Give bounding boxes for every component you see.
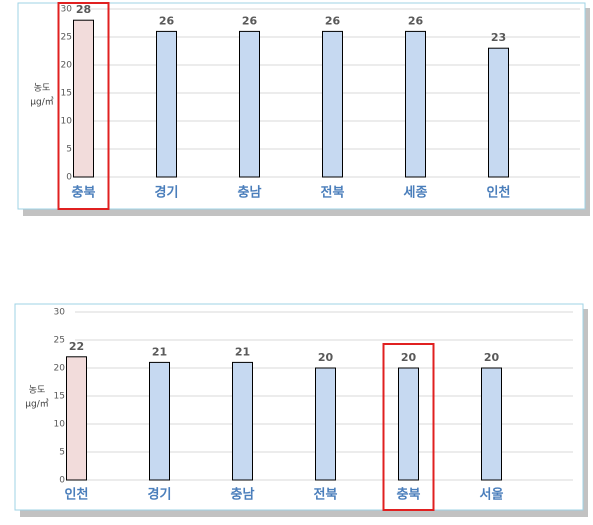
data-label: 21 [235, 345, 250, 358]
x-tick-label: 충북 [72, 185, 96, 201]
x-tick-label: 충남 [238, 185, 262, 201]
highlight-box [382, 343, 435, 511]
y-axis-label: μg/㎥ [25, 399, 48, 410]
bar [156, 30, 177, 178]
y-tick-label: 10 [61, 117, 73, 127]
bar [398, 367, 419, 481]
bar [149, 361, 170, 481]
y-tick-label: 20 [61, 61, 73, 71]
y-tick-label: 30 [61, 5, 73, 15]
data-label: 20 [318, 351, 334, 364]
y-axis-label: 농도 [34, 83, 51, 94]
y-tick-label: 15 [61, 89, 72, 99]
y-tick-label: 30 [54, 308, 66, 318]
data-label: 21 [152, 345, 167, 358]
bar [405, 30, 426, 178]
bar [481, 367, 502, 481]
bar [232, 361, 253, 481]
y-tick-label: 5 [66, 145, 72, 155]
y-tick-label: 25 [54, 336, 65, 346]
data-label: 26 [325, 14, 341, 27]
bar [488, 47, 509, 178]
x-tick-label: 전북 [314, 487, 338, 503]
x-tick-label: 경기 [148, 487, 172, 503]
y-axis-label: 농도 [29, 385, 46, 396]
bar [66, 356, 87, 481]
data-label: 20 [401, 351, 417, 364]
data-label: 26 [242, 14, 258, 27]
data-label: 22 [69, 340, 84, 353]
y-tick-label: 10 [54, 420, 66, 430]
y-tick-label: 15 [54, 392, 65, 402]
x-tick-label: 충남 [231, 487, 255, 503]
x-tick-label: 세종 [404, 186, 428, 201]
data-label: 26 [408, 14, 424, 27]
x-tick-label: 서울 [480, 487, 504, 503]
highlight-box [57, 2, 110, 210]
y-tick-label: 0 [66, 173, 72, 183]
bar [73, 19, 94, 178]
bar [315, 367, 336, 481]
x-tick-label: 전북 [321, 185, 345, 201]
data-label: 26 [159, 14, 175, 27]
y-tick-label: 5 [59, 448, 65, 458]
x-tick-label: 경기 [155, 185, 179, 201]
x-tick-label: 충북 [397, 487, 421, 503]
data-label: 28 [76, 3, 91, 16]
y-tick-label: 0 [59, 476, 65, 486]
bar [239, 30, 260, 178]
x-tick-label: 인천 [65, 487, 89, 503]
data-label: 23 [491, 31, 506, 44]
x-tick-label: 인천 [487, 185, 511, 201]
bar [322, 30, 343, 178]
y-axis-label: μg/㎥ [30, 97, 53, 108]
y-tick-label: 25 [61, 33, 72, 43]
data-label: 20 [484, 351, 500, 364]
y-tick-label: 20 [54, 364, 66, 374]
